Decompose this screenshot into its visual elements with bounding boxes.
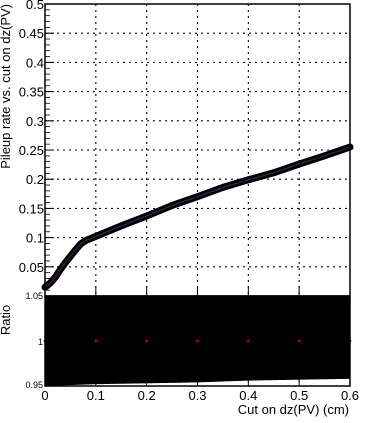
- main-series: [41, 143, 354, 291]
- pileup-rate-series-line: [44, 146, 351, 288]
- x-tick-label: 0.6: [341, 388, 359, 403]
- main-y-tick-label: 0.35: [19, 85, 44, 100]
- x-tick-label: 0: [41, 388, 48, 403]
- ratio-frame: [44, 295, 351, 387]
- main-y-tick-label: 0.4: [26, 55, 44, 70]
- x-tick-label: 0.3: [188, 388, 206, 403]
- ratio-point: [196, 339, 199, 343]
- main-y-tick-label: 0.2: [26, 172, 44, 187]
- ratio-panel: 0 0.1 0.2 0.3 0.4 0.5 0.6 0.95 1 1.05 Ratio Cut o…: [0, 291, 359, 417]
- ratio-point: [94, 339, 98, 343]
- main-y-tick-label: 0.05: [19, 260, 44, 275]
- ratio-point: [145, 339, 149, 343]
- ratio-y-axis-label: Ratio: [0, 305, 13, 335]
- ratio-point: [297, 339, 301, 343]
- ratio-y-tick-label: 1: [38, 337, 43, 347]
- ratio-y-tick-label: 0.95: [25, 380, 43, 390]
- pileup-rate-series: [41, 143, 354, 291]
- x-tick-label: 0.5: [290, 388, 308, 403]
- ratio-series: [43, 296, 352, 386]
- main-y-tick-label: 0.15: [19, 201, 44, 216]
- main-y-axis-label: Pileup rate vs. cut on dz(PV): [0, 4, 13, 169]
- main-panel: 0.05 0.1 0.15 0.2 0.25 0.3 0.35 0.4 0.45 0.5 Pile…: [0, 0, 354, 297]
- main-y-tick-label: 0.5: [26, 0, 44, 12]
- main-tick-labels: 0.05 0.1 0.15 0.2 0.25 0.3 0.35 0.4 0.45 0.5: [19, 0, 44, 275]
- x-tick-label: 0.4: [239, 388, 257, 403]
- x-tick-label: 0.2: [138, 388, 156, 403]
- main-y-tick-label: 0.3: [26, 114, 44, 129]
- ratio-y-tick-label: 1.05: [25, 291, 43, 301]
- main-y-tick-label: 0.45: [19, 26, 44, 41]
- ratio-tick-labels: 0 0.1 0.2 0.3 0.4 0.5 0.6 0.95 1 1.05: [25, 291, 359, 403]
- ratio-point: [246, 339, 250, 343]
- main-grid: [45, 4, 350, 296]
- x-tick-label: 0.1: [87, 388, 105, 403]
- main-y-tick-label: 0.25: [19, 143, 44, 158]
- x-axis-label: Cut on dz(PV) (cm): [238, 402, 349, 417]
- main-y-tick-label: 0.1: [26, 231, 44, 246]
